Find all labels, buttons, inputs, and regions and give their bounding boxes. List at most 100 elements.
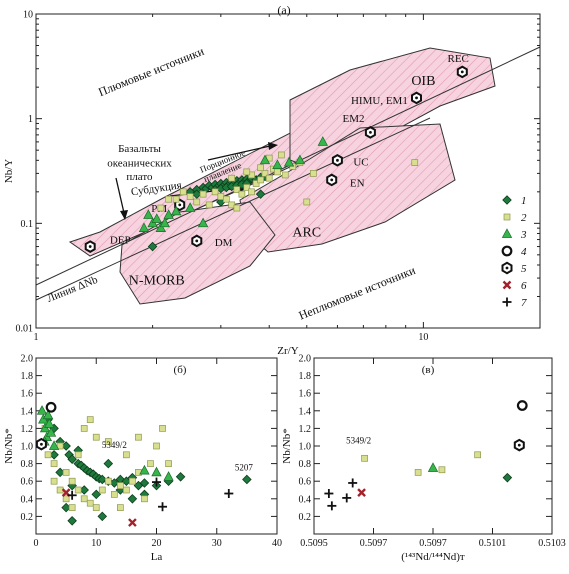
reference-point — [84, 240, 96, 253]
delta-nb-line-lower — [35, 117, 431, 301]
y-tick-label: 1.4 — [299, 406, 312, 417]
y-tick-label: 1 — [28, 114, 33, 125]
data-point-series-2 — [243, 168, 251, 176]
y-tick-label: 0.01 — [16, 324, 34, 335]
data-point-series-2 — [141, 495, 148, 503]
y-tick-label: 0.4 — [299, 494, 312, 505]
legend-label: 4 — [521, 246, 527, 258]
field-label: Базальты — [118, 143, 161, 155]
plot-b-marks: 0 10 20 30 40 0.2 0.4 0.6 0.8 1.0 1.2 1.4 1.6 1.8 2.0 L… — [3, 354, 282, 564]
legend-label: 3 — [520, 229, 527, 241]
data-point-series-2 — [98, 486, 106, 494]
data-point-series-2 — [157, 204, 165, 212]
reference-point-dot — [336, 158, 339, 162]
data-point-series-2 — [165, 195, 172, 203]
data-point-series-2 — [129, 477, 136, 485]
y-tick-label: 1.6 — [21, 389, 34, 400]
data-point-series-2 — [228, 174, 236, 182]
melting-arrow — [207, 145, 271, 161]
reference-point-dot — [460, 70, 464, 74]
y-tick-label: 1.6 — [299, 389, 312, 400]
data-point-series-3 — [139, 464, 150, 475]
y-axis-label: Nb/Nb* — [3, 428, 15, 463]
data-point-series-2 — [135, 433, 142, 441]
data-point-series-1 — [191, 189, 202, 199]
data-point-series-2 — [159, 425, 166, 432]
y-tick-label: 1.8 — [299, 371, 312, 382]
data-point-series-3 — [45, 427, 57, 437]
y-tick-label: 1.0 — [299, 442, 312, 453]
data-point-series-3 — [138, 222, 150, 232]
data-point-series-2 — [238, 190, 246, 198]
data-point-series-2 — [243, 184, 251, 191]
data-point-series-2 — [179, 188, 187, 196]
plateau-arrow — [115, 177, 125, 214]
data-point-series-2 — [261, 170, 269, 177]
field-label: OIB — [411, 74, 435, 89]
y-tick-label: 0.2 — [21, 512, 34, 523]
data-point-series-2 — [186, 193, 194, 200]
legend-label: 1 — [521, 195, 527, 207]
y-tick-label: 1.4 — [21, 406, 34, 417]
data-point-series-2 — [411, 159, 419, 166]
data-point-series-5-dot — [517, 443, 521, 447]
data-point-series-7 — [342, 493, 352, 503]
legend-marker-5 — [501, 261, 513, 275]
data-point-series-2 — [257, 164, 264, 172]
data-point-series-2 — [123, 451, 130, 459]
plateau-arrow-head — [120, 210, 128, 220]
field-label: плато — [126, 171, 153, 183]
data-point-series-6 — [128, 518, 137, 527]
data-point-series-3 — [151, 466, 162, 477]
reference-point-label: UC — [353, 156, 368, 168]
reference-point — [364, 126, 376, 139]
reference-point-label: EM2 — [342, 113, 364, 125]
data-point-series-2 — [303, 198, 311, 206]
panel-b: (б) 0 10 20 30 40 0.2 0.4 0.6 0.8 1.0 1.2 1.4 1.6 1.8… — [3, 354, 282, 564]
data-point-series-2 — [172, 195, 180, 203]
x-axis-label: Zr/Y — [277, 345, 298, 357]
y-tick-label: 2.0 — [299, 354, 312, 365]
data-point-series-2 — [222, 195, 230, 203]
data-point-series-2 — [116, 504, 124, 511]
data-point-series-3 — [197, 217, 209, 228]
data-point-series-2 — [474, 451, 481, 459]
reference-point-dot — [88, 245, 92, 248]
data-point-series-7 — [348, 478, 358, 488]
x-tick-label: 10 — [91, 538, 101, 549]
data-point-series-3 — [317, 136, 328, 146]
data-point-series-5 — [513, 438, 525, 452]
y-tick-label: 1.2 — [299, 424, 312, 435]
x-tick-label: 20 — [152, 538, 162, 549]
legend-marker-6-stroke-2 — [502, 280, 512, 290]
reference-point-dot — [330, 178, 334, 182]
x-tick-label: 1 — [34, 332, 39, 343]
x-tick-label: 40 — [272, 538, 282, 549]
data-point-series-2 — [123, 486, 130, 494]
data-point-series-2 — [193, 198, 201, 206]
point-annotation: 5349/2 — [346, 435, 371, 445]
reference-point-label: DM — [215, 237, 233, 249]
data-point-series-2 — [74, 451, 82, 459]
data-point-series-2 — [80, 495, 88, 503]
data-point-series-4 — [516, 400, 528, 411]
legend-marker-1 — [502, 195, 512, 205]
y-tick-label: 1.8 — [21, 371, 34, 382]
data-point-series-2 — [147, 460, 154, 467]
data-point-series-2 — [92, 433, 100, 441]
data-point-series-3 — [427, 462, 439, 472]
data-point-series-2 — [199, 190, 207, 198]
reference-point-label: HIMU, EM1 — [351, 95, 408, 107]
data-point-series-2 — [62, 469, 70, 476]
data-point-series-1 — [255, 189, 266, 199]
data-point-series-2 — [217, 193, 225, 200]
data-point-series-1 — [175, 472, 186, 482]
data-point-series-3 — [163, 209, 174, 219]
y-axis-label: Nb/Nb* — [281, 428, 293, 463]
legend: 1 2 3 4 5 6 7 — [501, 195, 527, 309]
data-point-series-2 — [211, 188, 219, 196]
data-point-series-2 — [110, 491, 118, 498]
data-point-series-6 — [357, 488, 366, 497]
data-point-series-3 — [48, 440, 60, 450]
